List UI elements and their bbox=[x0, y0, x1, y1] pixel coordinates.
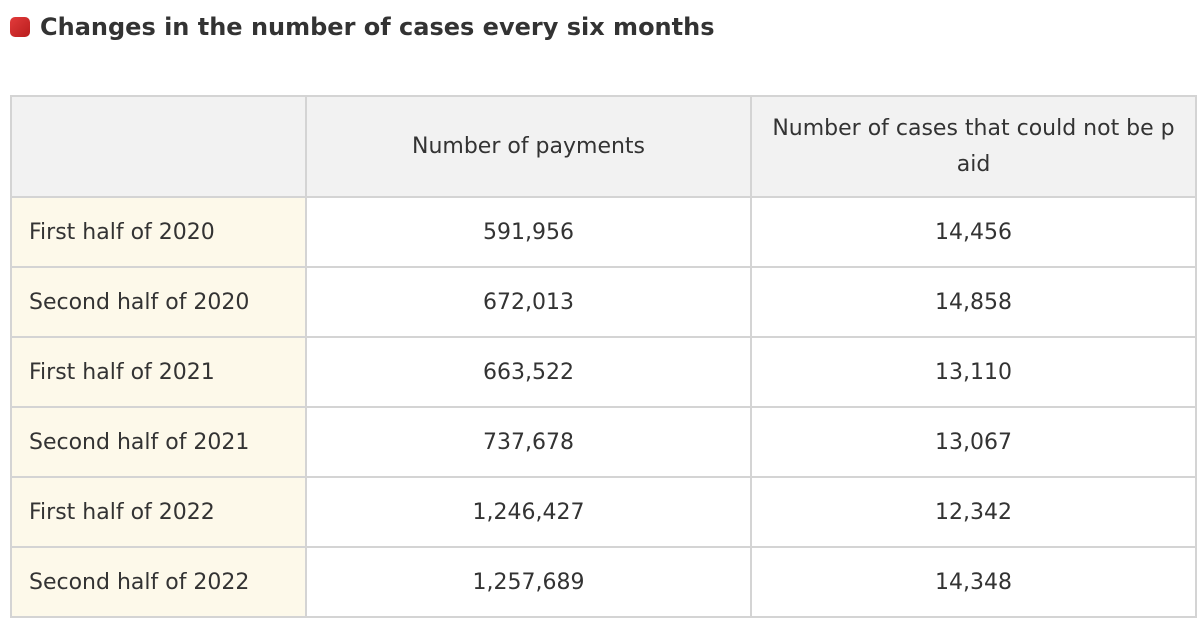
row-label: Second half of 2021 bbox=[10, 406, 307, 478]
row-label: Second half of 2022 bbox=[10, 546, 307, 618]
column-header: Number of cases that could not be paid bbox=[750, 95, 1197, 198]
table-row: Second half of 2022 1,257,689 14,348 bbox=[10, 546, 1197, 618]
cell-value: 1,246,427 bbox=[305, 476, 752, 548]
data-table: Number of payments Number of cases that … bbox=[10, 95, 1197, 618]
cell-value: 737,678 bbox=[305, 406, 752, 478]
cell-value: 14,858 bbox=[750, 266, 1197, 338]
row-label: First half of 2020 bbox=[10, 196, 307, 268]
cell-value: 663,522 bbox=[305, 336, 752, 408]
corner-cell bbox=[10, 95, 307, 198]
heading-text: Changes in the number of cases every six… bbox=[40, 13, 715, 41]
cell-value: 13,110 bbox=[750, 336, 1197, 408]
cell-value: 13,067 bbox=[750, 406, 1197, 478]
row-label: First half of 2021 bbox=[10, 336, 307, 408]
table-row: First half of 2022 1,246,427 12,342 bbox=[10, 476, 1197, 548]
table-row: Second half of 2020 672,013 14,858 bbox=[10, 266, 1197, 338]
column-header: Number of payments bbox=[305, 95, 752, 198]
table-row: Second half of 2021 737,678 13,067 bbox=[10, 406, 1197, 478]
cell-value: 14,348 bbox=[750, 546, 1197, 618]
header-row: Number of payments Number of cases that … bbox=[10, 95, 1197, 198]
row-label: First half of 2022 bbox=[10, 476, 307, 548]
cell-value: 14,456 bbox=[750, 196, 1197, 268]
cell-value: 12,342 bbox=[750, 476, 1197, 548]
section-heading: Changes in the number of cases every six… bbox=[10, 10, 714, 44]
table-body: First half of 2020 591,956 14,456 Second ha… bbox=[10, 196, 1197, 618]
cell-value: 1,257,689 bbox=[305, 546, 752, 618]
table-row: First half of 2020 591,956 14,456 bbox=[10, 196, 1197, 268]
heading-icon bbox=[10, 17, 30, 37]
cell-value: 591,956 bbox=[305, 196, 752, 268]
table-row: First half of 2021 663,522 13,110 bbox=[10, 336, 1197, 408]
cell-value: 672,013 bbox=[305, 266, 752, 338]
row-label: Second half of 2020 bbox=[10, 266, 307, 338]
